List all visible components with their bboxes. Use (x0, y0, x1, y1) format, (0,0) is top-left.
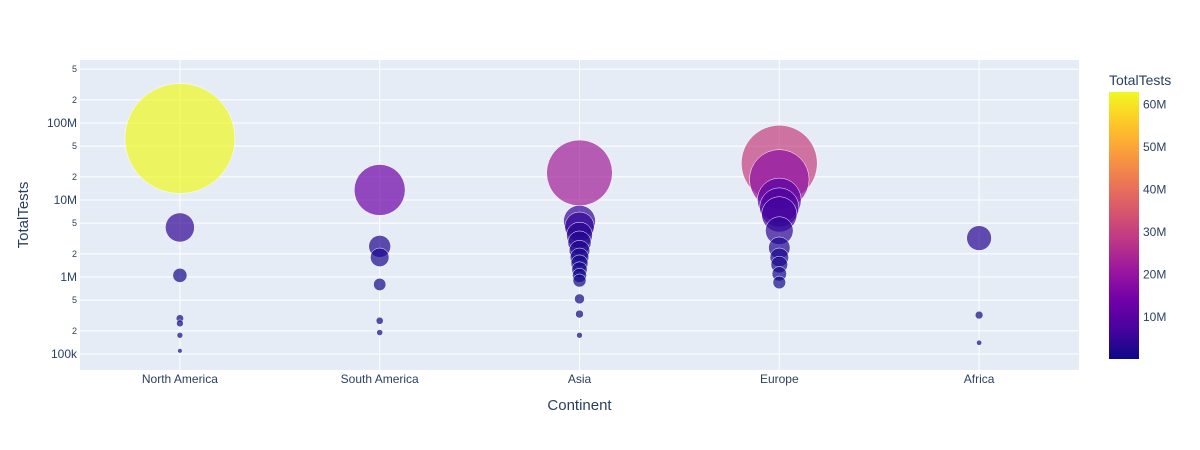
y-minor-tick-label: 5 (72, 218, 77, 228)
x-tick-label: South America (341, 372, 419, 386)
colorbar-tick-label: 50M (1143, 140, 1166, 154)
colorbar-tick-label: 40M (1143, 183, 1166, 197)
y-minor-tick-label: 5 (72, 141, 77, 151)
colorbar-title: TotalTests (1109, 72, 1171, 88)
bubble-marker[interactable] (772, 275, 786, 290)
x-tick-label: Asia (568, 372, 592, 386)
y-minor-tick-label: 2 (72, 172, 77, 182)
colorbar-tick-label: 20M (1143, 268, 1166, 282)
bubble-marker[interactable] (373, 278, 387, 291)
x-axis: North America South America Asia Europe Afri… (142, 372, 995, 386)
bubble-marker[interactable] (353, 164, 406, 216)
colorbar-tick-label: 60M (1143, 98, 1166, 112)
y-minor-tick-label: 2 (72, 249, 77, 259)
y-minor-tick-label: 2 (72, 326, 77, 336)
bubble-marker[interactable] (176, 319, 184, 328)
y-tick-label: 10M (54, 193, 77, 207)
y-tick-label: 1M (60, 270, 77, 284)
y-minor-tick-label: 2 (72, 95, 77, 105)
bubble-marker[interactable] (546, 139, 613, 207)
y-axis-title: TotalTests (15, 182, 32, 249)
x-tick-label: Europe (760, 372, 799, 386)
bubble-marker[interactable] (124, 83, 236, 194)
colorbar-tick-label: 30M (1143, 225, 1166, 239)
data-markers (124, 83, 992, 354)
bubble-marker[interactable] (376, 329, 383, 336)
bubble-marker[interactable] (177, 348, 183, 354)
bubble-marker[interactable] (974, 310, 984, 320)
bubble-marker[interactable] (176, 332, 184, 339)
y-axis: 100k 1M 10M 100M 2 5 2 5 2 5 2 5 (47, 64, 78, 361)
bubble-marker[interactable] (575, 309, 584, 319)
bubble-marker[interactable] (375, 316, 384, 325)
colorbar-tick-label: 10M (1143, 310, 1166, 324)
y-tick-label: 100k (51, 347, 78, 361)
y-minor-tick-label: 5 (72, 64, 77, 74)
bubble-marker[interactable] (172, 268, 188, 283)
bubble-marker[interactable] (574, 293, 585, 305)
colorbar-gradient (1109, 92, 1139, 359)
bubble-marker[interactable] (572, 273, 587, 288)
y-minor-tick-label: 5 (72, 295, 77, 305)
x-tick-label: North America (142, 372, 218, 386)
bubble-marker[interactable] (370, 247, 390, 267)
bubble-marker[interactable] (976, 339, 982, 346)
x-axis-title: Continent (547, 397, 612, 414)
y-tick-label: 100M (47, 116, 77, 130)
bubble-marker[interactable] (966, 225, 992, 251)
x-tick-label: Africa (964, 372, 995, 386)
colorbar: TotalTests 10M 20M 30M 40M 50M 60M (1109, 72, 1171, 359)
bubble-marker[interactable] (165, 212, 195, 243)
bubble-marker[interactable] (576, 332, 583, 339)
